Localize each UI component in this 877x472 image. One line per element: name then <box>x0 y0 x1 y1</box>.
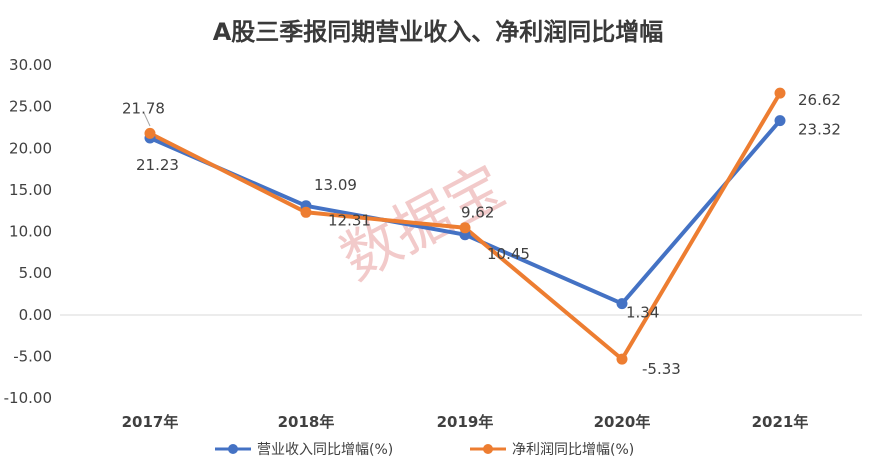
data-point <box>774 115 786 127</box>
data-label: 21.23 <box>136 156 179 174</box>
data-label: 10.45 <box>487 245 530 263</box>
legend-marker-dot <box>483 444 493 454</box>
legend-marker-dot <box>228 444 238 454</box>
legend: 营业收入同比增幅(%) 净利润同比增幅(%) <box>215 442 634 458</box>
x-tick-label: 2019年 <box>437 413 494 431</box>
data-point <box>774 87 786 99</box>
y-tick-label: 15.00 <box>9 181 52 199</box>
data-point <box>616 353 628 365</box>
label-leader-line <box>143 112 151 127</box>
data-label: 12.31 <box>328 211 371 229</box>
data-label: 23.32 <box>798 121 841 139</box>
data-point <box>300 206 312 218</box>
data-labels: 21.23 13.09 9.62 1.34 23.32 21.78 12.31 10.45 -5… <box>122 91 841 378</box>
y-tick-label: -10.00 <box>4 389 52 407</box>
data-point <box>459 222 471 234</box>
data-point <box>144 127 156 139</box>
x-tick-label: 2020年 <box>594 413 651 431</box>
data-label: 21.78 <box>122 99 165 117</box>
x-tick-label: 2018年 <box>278 413 335 431</box>
legend-label: 净利润同比增幅(%) <box>512 442 634 458</box>
data-label: 13.09 <box>314 176 357 194</box>
chart-title: A股三季报同期营业收入、净利润同比增幅 <box>213 18 664 46</box>
data-label: 9.62 <box>461 204 494 222</box>
x-tick-label: 2021年 <box>752 413 809 431</box>
data-point <box>616 298 628 310</box>
y-axis: 30.00 25.00 20.00 15.00 10.00 5.00 0.00 -5.00 -1… <box>4 56 52 407</box>
legend-label: 营业收入同比增幅(%) <box>257 442 393 458</box>
series-points <box>144 87 786 365</box>
data-label: 26.62 <box>798 91 841 109</box>
data-label: 1.34 <box>626 304 659 322</box>
y-tick-label: 30.00 <box>9 56 52 74</box>
x-tick-label: 2017年 <box>122 413 179 431</box>
y-tick-label: 20.00 <box>9 139 52 157</box>
x-axis: 2017年 2018年 2019年 2020年 2021年 <box>122 413 809 431</box>
y-tick-label: 10.00 <box>9 223 52 241</box>
y-tick-label: 25.00 <box>9 98 52 116</box>
y-tick-label: 5.00 <box>19 264 52 282</box>
y-tick-label: -5.00 <box>13 347 52 365</box>
data-label: -5.33 <box>642 360 681 378</box>
y-tick-label: 0.00 <box>19 306 52 324</box>
